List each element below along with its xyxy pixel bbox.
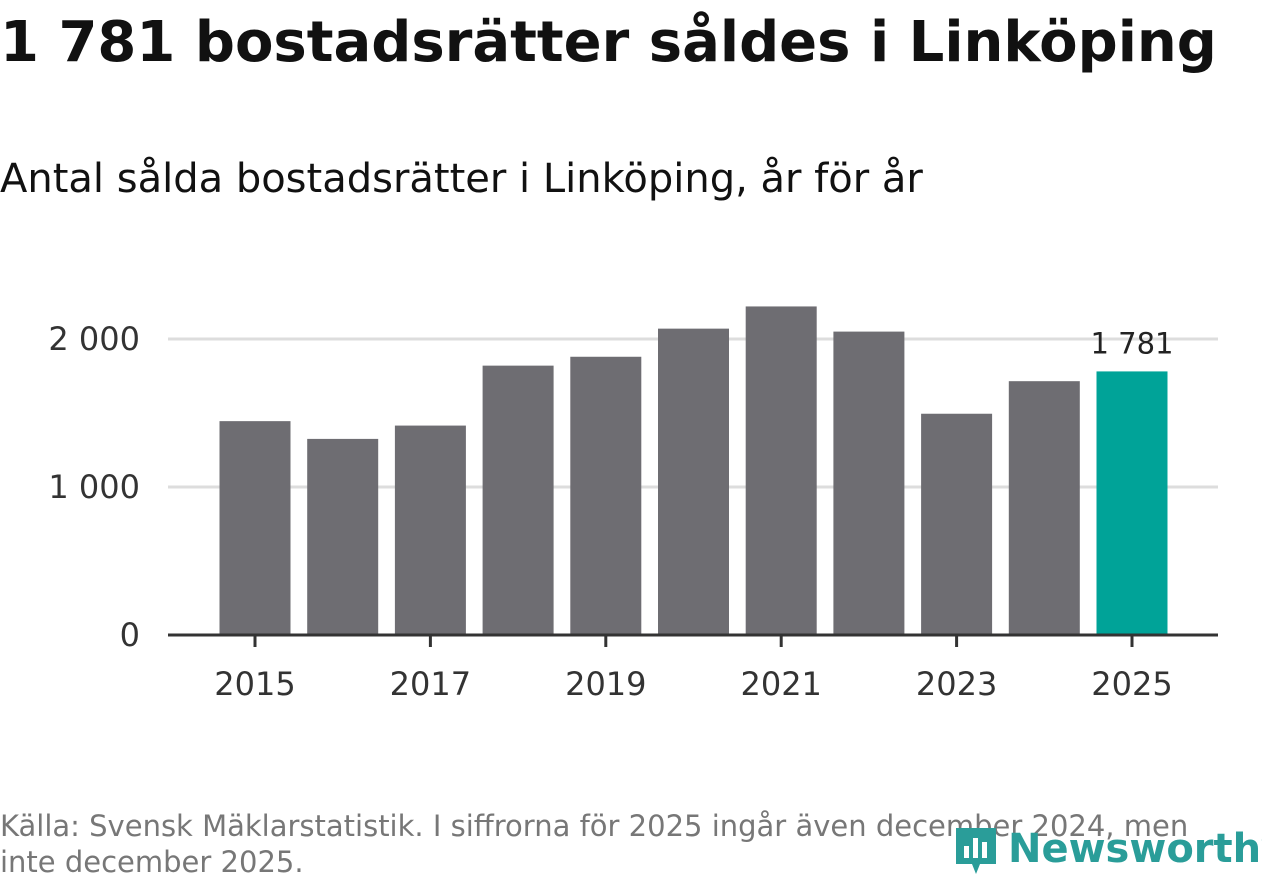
y-tick-label: 2 000 [48,320,140,358]
bars [219,306,1168,635]
newsworthy-logo-icon [956,828,996,874]
axes: 0 1 000 2 000 2015 2017 2019 2021 2023 2025 [48,320,1218,703]
bar-2015 [219,421,291,635]
y-tick-label: 1 000 [48,468,140,506]
bar-2020 [658,328,729,635]
x-tick-label: 2025 [1091,665,1172,703]
data-labels: 1 781 [1090,326,1173,360]
x-tick-label: 2019 [565,665,646,703]
bar-2019 [570,356,642,635]
bar-2024 [1008,381,1080,635]
chart-subtitle: Antal sålda bostadsrätter i Linköping, å… [0,156,923,202]
bar-2023 [921,413,993,635]
x-tick-label: 2023 [916,665,997,703]
logo-text: Newsworthy [1008,826,1262,872]
bar-2016 [307,438,379,635]
bar-2025 [1096,371,1168,635]
bar-2022 [833,331,905,635]
newsworthy-logo: Newsworthy [952,820,1262,878]
x-tick-label: 2017 [390,665,471,703]
x-tick-label: 2021 [740,665,821,703]
bar-2021 [745,306,817,635]
y-tick-label: 0 [120,616,140,654]
chart-title: 1 781 bostadsrätter såldes i Linköping [0,10,1217,75]
bar-2017 [394,425,466,635]
bar-2018 [482,365,554,635]
data-label-2025: 1 781 [1090,326,1173,360]
x-tick-label: 2015 [214,665,295,703]
